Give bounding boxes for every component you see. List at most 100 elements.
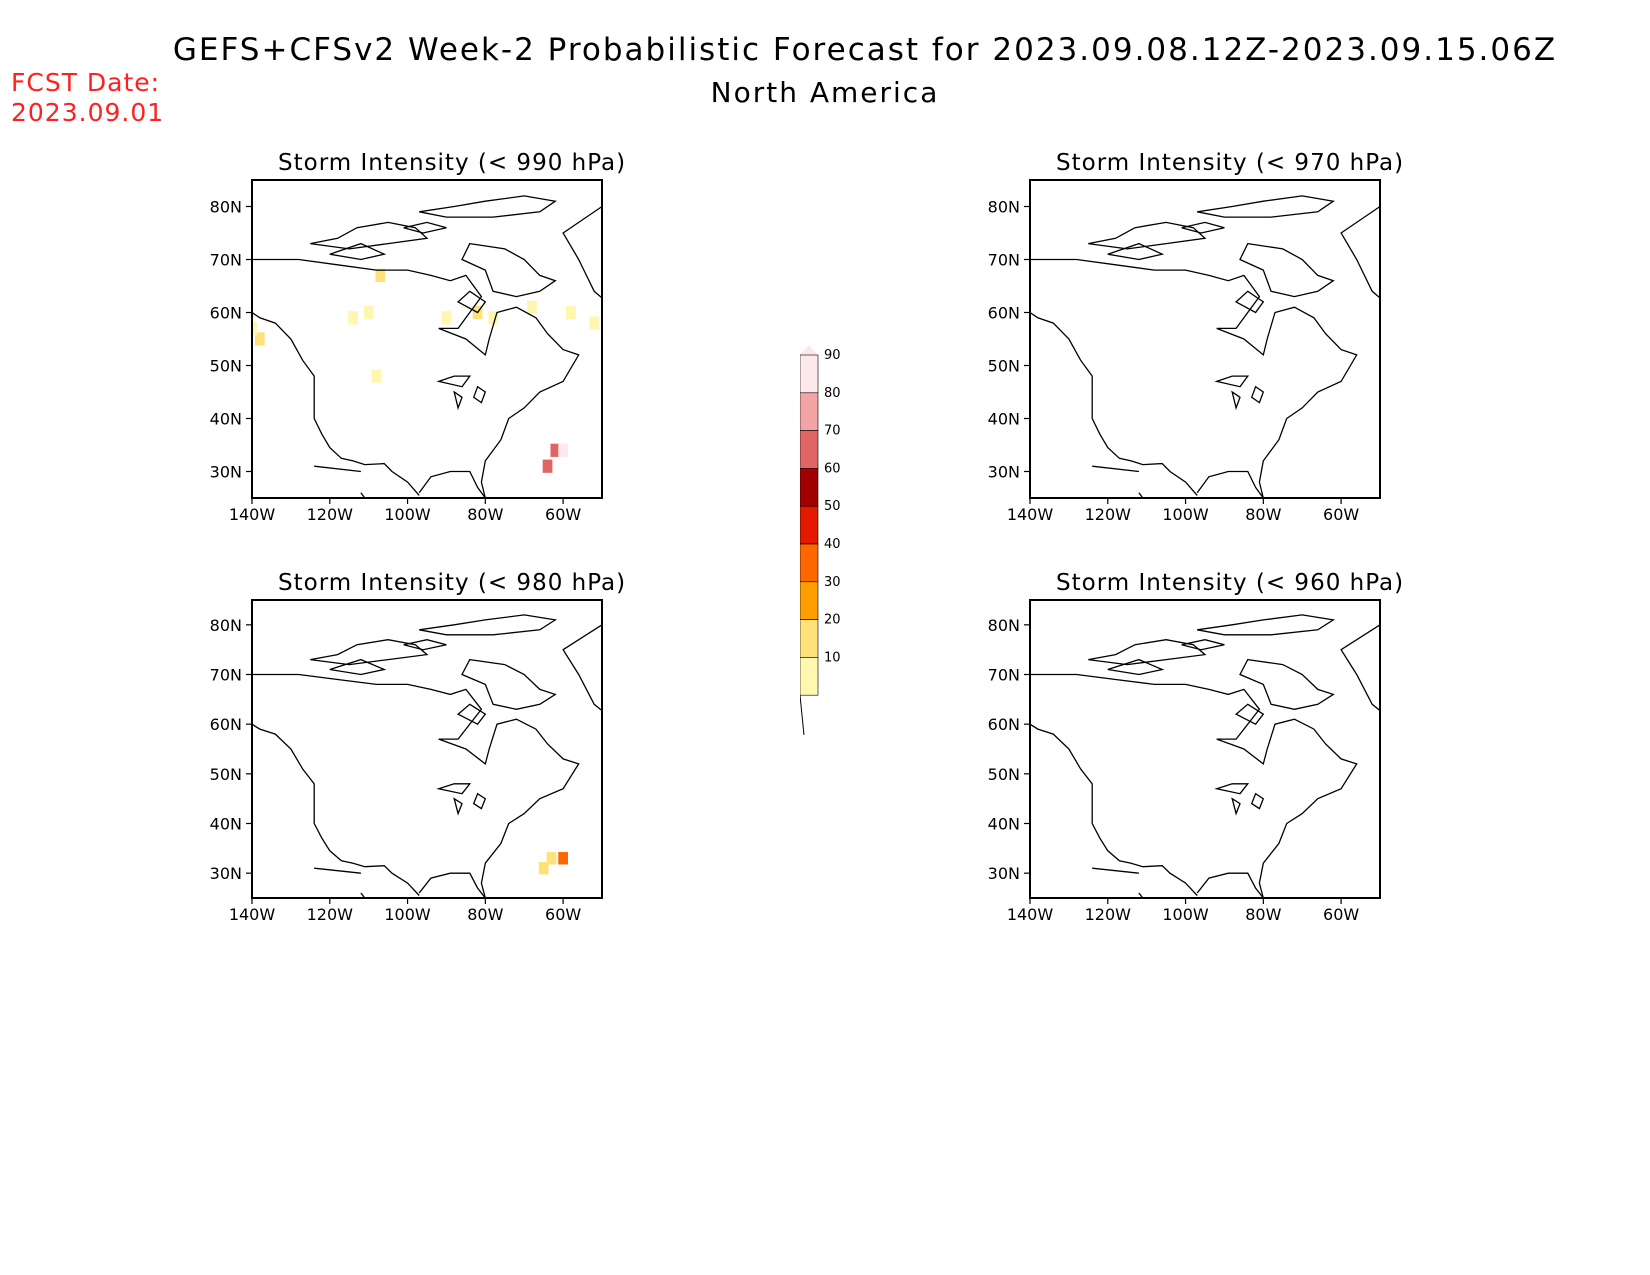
coastline (461, 658, 557, 710)
panel-990: Storm Intensity (< 990 hPa) 80N 70N 60N 50N… (200, 150, 680, 550)
map-980: 80N 70N 60N 50N 40N 30N 140W 120W 100W 80W 60W (210, 599, 603, 924)
coastline (252, 258, 580, 498)
lat-tick-label: 80N (210, 616, 242, 635)
panel-970: Storm Intensity (< 970 hPa) 80N 70N 60N 50N… (978, 150, 1458, 550)
coastline (453, 797, 463, 816)
lon-tick-label: 140W (229, 905, 276, 924)
lon-tick-label: 100W (1162, 905, 1209, 924)
lat-tick-label: 50N (210, 765, 242, 784)
coastline (1107, 658, 1165, 676)
coastline (252, 673, 580, 898)
lat-tick-label: 60N (210, 304, 242, 323)
panel-980: Storm Intensity (< 980 hPa) 80N 70N 60N 50N… (200, 570, 680, 970)
coastline (419, 614, 558, 636)
coastline (329, 658, 387, 676)
region-subtitle: North America (710, 76, 940, 109)
panel-title: Storm Intensity (< 970 hPa) (1056, 150, 1405, 176)
coastline (453, 390, 463, 411)
coastline (1107, 242, 1165, 261)
probability-cell (371, 369, 382, 383)
lat-tick-label: 30N (988, 864, 1020, 883)
coastline (1214, 375, 1250, 388)
probability-cell (488, 311, 498, 325)
panel-title: Storm Intensity (< 960 hPa) (1056, 570, 1405, 596)
lon-tick-label: 80W (1245, 505, 1281, 524)
coastline (1239, 242, 1335, 298)
colorbar-label: 50 (824, 499, 841, 514)
probability-cell (254, 332, 265, 346)
lat-tick-label: 70N (210, 666, 242, 685)
coastline (472, 792, 487, 810)
lat-tick-label: 70N (988, 251, 1020, 270)
lat-tick-label: 40N (210, 410, 242, 429)
colorbar-label: 70 (824, 424, 841, 439)
lat-tick-label: 30N (988, 463, 1020, 482)
lon-tick-label: 120W (307, 905, 354, 924)
colorbar-segment (800, 619, 819, 658)
lat-tick-label: 60N (210, 715, 242, 734)
colorbar: 90 80 70 60 50 40 30 20 10 (800, 345, 841, 735)
probability-cell (550, 443, 561, 457)
map-960: 80N 70N 60N 50N 40N 30N 140W 120W 100W 80W 60W (988, 599, 1381, 924)
map-970: 80N 70N 60N 50N 40N 30N 140W 120W 100W 80W 60W (988, 179, 1381, 524)
lon-tick-label: 60W (1323, 505, 1359, 524)
lat-tick-label: 30N (210, 463, 242, 482)
forecast-date: FCST Date: 2023.09.01 (11, 68, 164, 128)
lat-tick-label: 80N (988, 616, 1020, 635)
coastline (1239, 658, 1335, 710)
coastline (472, 385, 487, 404)
colorbar-label: 40 (824, 537, 841, 552)
coastline (403, 639, 447, 651)
lat-tick-label: 40N (988, 410, 1020, 429)
lon-tick-label: 80W (467, 505, 503, 524)
coastline (314, 465, 361, 473)
lat-tick-label: 40N (210, 815, 242, 834)
colorbar-segment (800, 468, 819, 507)
coastline (436, 375, 472, 388)
lat-tick-label: 70N (988, 666, 1020, 685)
coastline (1181, 221, 1225, 234)
coastline (1197, 614, 1336, 636)
coastline (1234, 290, 1265, 314)
lon-tick-label: 120W (1085, 505, 1132, 524)
coastline (461, 242, 557, 298)
colorbar-label: 10 (824, 650, 841, 665)
lat-tick-label: 80N (210, 198, 242, 217)
coastline (1138, 892, 1144, 898)
coastline (1231, 390, 1241, 411)
coastline (456, 290, 487, 314)
lon-tick-label: 60W (545, 905, 581, 924)
probability-cell (527, 300, 537, 314)
lat-tick-label: 30N (210, 864, 242, 883)
probability-cell (566, 305, 576, 320)
lon-tick-label: 140W (1007, 505, 1054, 524)
coastline (1234, 703, 1265, 726)
coastline (252, 723, 420, 896)
lon-tick-label: 120W (1085, 905, 1132, 924)
coastline (419, 195, 557, 218)
probability-cell (546, 852, 557, 865)
map-frame (251, 599, 603, 899)
coastline (1092, 465, 1139, 473)
coastline (360, 892, 366, 898)
colorbar-label: 80 (824, 386, 841, 401)
coastline (329, 242, 387, 261)
coastline (1092, 867, 1139, 874)
coastline (1088, 639, 1207, 666)
map-frame (251, 179, 603, 499)
forecast-date-label: FCST Date: (11, 68, 161, 97)
coastline (456, 703, 487, 726)
colorbar-top-cap (800, 345, 818, 355)
probability-cell (558, 443, 568, 457)
colorbar-label: 20 (824, 613, 841, 628)
panel-title: Storm Intensity (< 980 hPa) (278, 570, 627, 596)
colorbar-segment (800, 581, 819, 620)
coastline (436, 783, 472, 795)
probability-cell (363, 305, 374, 320)
coastline (1181, 639, 1225, 651)
colorbar-segment (800, 505, 819, 545)
colorbar-label: 30 (824, 575, 841, 590)
coastline (1030, 258, 1358, 498)
lat-tick-label: 50N (210, 357, 242, 376)
probability-cell (542, 459, 553, 473)
